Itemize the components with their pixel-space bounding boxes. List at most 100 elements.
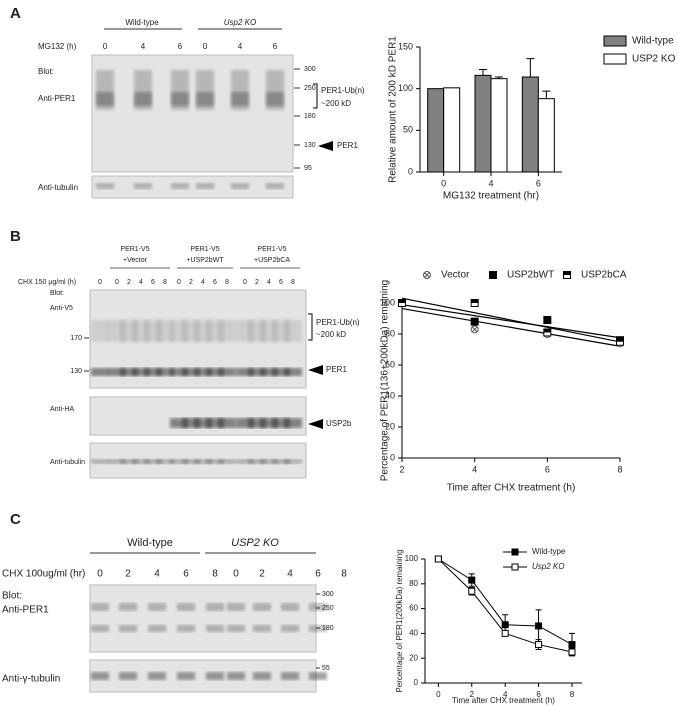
blot-band xyxy=(236,459,254,464)
marker xyxy=(616,337,624,346)
blot-band xyxy=(182,459,200,464)
antibody-label: Anti-HA xyxy=(50,406,74,413)
legend-swatch xyxy=(603,35,627,47)
blot-band xyxy=(284,459,302,464)
lane-label: 4 xyxy=(238,42,243,51)
blot-band xyxy=(171,92,189,106)
blot-band xyxy=(196,183,214,189)
marker-part xyxy=(468,576,476,584)
marker-part xyxy=(471,299,479,303)
y-tick-label: 150 xyxy=(398,41,413,51)
mw-marker: 300 xyxy=(322,591,334,598)
group-label: +USP2bCA xyxy=(254,257,290,264)
label: Blot: xyxy=(38,67,54,76)
blot-band xyxy=(96,183,114,189)
annotation: PER1-Ub(n) xyxy=(316,318,360,327)
group-label: PER1-V5 xyxy=(190,246,219,253)
blot-band xyxy=(248,418,266,428)
blot-band xyxy=(91,320,109,342)
lane-label: 6 xyxy=(213,279,217,286)
marker-part xyxy=(511,563,519,571)
blot-band xyxy=(156,459,174,464)
blot-band xyxy=(206,368,224,376)
group-label: +USP2bWT xyxy=(186,257,224,264)
y-tick-label: 20 xyxy=(385,421,395,431)
blot-band xyxy=(177,625,195,632)
blot-band xyxy=(194,418,212,428)
antibody-label: Anti-V5 xyxy=(50,305,73,312)
bar xyxy=(474,74,492,173)
y-tick-label: 0 xyxy=(408,166,413,176)
lane-label: 8 xyxy=(212,569,218,580)
blot-image xyxy=(89,396,307,436)
marker-part xyxy=(563,271,571,275)
annotation: USP2b xyxy=(326,419,352,428)
blot-band xyxy=(266,183,284,189)
blot-band xyxy=(206,603,224,611)
blot-band xyxy=(272,418,290,428)
group-label: USP2 KO xyxy=(231,537,279,549)
group-label: +Vector xyxy=(123,257,148,264)
trend-line xyxy=(401,304,621,339)
marker-part xyxy=(543,316,552,325)
blot-band xyxy=(182,418,200,428)
blot-band xyxy=(218,459,236,464)
arrowhead xyxy=(308,419,323,429)
marker-part xyxy=(501,621,509,629)
marker-part xyxy=(616,338,624,342)
group-label: PER1-V5 xyxy=(120,246,149,253)
panel-letter: A xyxy=(10,5,21,22)
marker-part xyxy=(535,622,543,630)
marker xyxy=(470,325,479,334)
y-tick-label: 100 xyxy=(405,554,419,563)
blot-band xyxy=(206,672,224,680)
lane-label: 8 xyxy=(341,569,347,580)
bar xyxy=(521,76,539,173)
x-tick-label: 4 xyxy=(503,690,508,699)
blot-band xyxy=(134,183,152,189)
blot-band xyxy=(281,672,299,680)
blot-band xyxy=(108,368,126,376)
arrowhead xyxy=(318,141,333,151)
y-tick-label: 100 xyxy=(398,83,413,93)
blot-band xyxy=(260,368,278,376)
x-axis-label: Time after CHX treatment (h) xyxy=(452,696,555,705)
lane-label: 0 xyxy=(115,279,119,286)
lane-label: 2 xyxy=(189,279,193,286)
x-tick-label: 2 xyxy=(470,690,475,699)
marker xyxy=(568,641,576,649)
annotation: PER1-Ub(n) xyxy=(321,86,365,95)
blot-band xyxy=(272,459,290,464)
blot-band xyxy=(91,625,109,632)
marker xyxy=(434,555,442,563)
x-tick-label: 8 xyxy=(570,690,575,699)
error-bar xyxy=(542,90,551,99)
group-label: Wild-type xyxy=(127,537,173,549)
error-bar xyxy=(479,69,487,76)
treatment-label: CHX 100ug/ml (hr) xyxy=(2,569,85,580)
blot-band xyxy=(260,459,278,464)
marker xyxy=(501,621,509,629)
mw-marker: 95 xyxy=(304,165,312,172)
blot-band xyxy=(119,625,137,632)
x-tick-label: 6 xyxy=(545,464,550,474)
annotation: PER1 xyxy=(337,141,358,150)
blot-band xyxy=(236,368,254,376)
x-tick-label: 6 xyxy=(536,178,541,188)
treatment-label: MG132 (h) xyxy=(38,42,77,51)
bar xyxy=(537,98,555,173)
mw-marker: 130 xyxy=(304,142,316,149)
blot-band xyxy=(248,368,266,376)
treatment-label: CHX 150 µg/ml (h) xyxy=(18,279,76,286)
x-tick-label: 4 xyxy=(472,464,477,474)
blot-band xyxy=(132,368,150,376)
blot-band xyxy=(284,320,302,342)
blot-band xyxy=(236,418,254,428)
mw-marker: 250 xyxy=(322,605,334,612)
blot-band xyxy=(284,368,302,376)
y-tick-label: 40 xyxy=(409,629,418,638)
marker-part xyxy=(501,629,509,637)
lane-label: 8 xyxy=(291,279,295,286)
